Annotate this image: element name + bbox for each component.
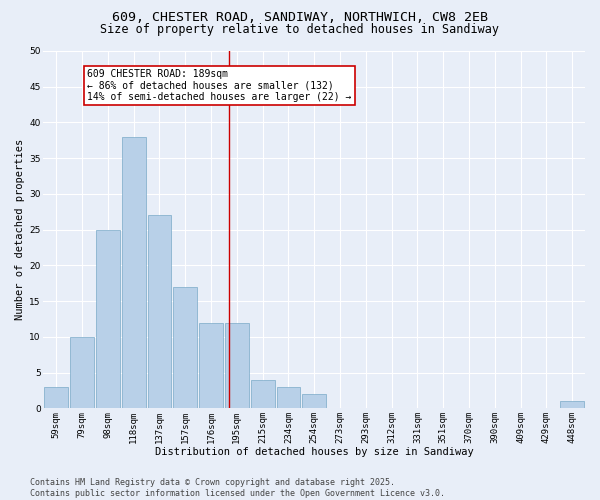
Bar: [148, 216, 172, 408]
Bar: [70, 337, 94, 408]
Bar: [44, 387, 68, 408]
Text: Contains HM Land Registry data © Crown copyright and database right 2025.
Contai: Contains HM Land Registry data © Crown c…: [30, 478, 445, 498]
Bar: [251, 380, 275, 408]
Bar: [302, 394, 326, 408]
Text: Size of property relative to detached houses in Sandiway: Size of property relative to detached ho…: [101, 22, 499, 36]
Text: 609 CHESTER ROAD: 189sqm
← 86% of detached houses are smaller (132)
14% of semi-: 609 CHESTER ROAD: 189sqm ← 86% of detach…: [87, 69, 352, 102]
Bar: [96, 230, 120, 408]
Y-axis label: Number of detached properties: Number of detached properties: [15, 139, 25, 320]
Bar: [277, 387, 300, 408]
Text: 609, CHESTER ROAD, SANDIWAY, NORTHWICH, CW8 2EB: 609, CHESTER ROAD, SANDIWAY, NORTHWICH, …: [112, 11, 488, 24]
Bar: [173, 287, 197, 408]
Bar: [122, 137, 146, 408]
X-axis label: Distribution of detached houses by size in Sandiway: Distribution of detached houses by size …: [155, 448, 473, 458]
Bar: [199, 322, 223, 408]
Bar: [560, 401, 584, 408]
Bar: [225, 322, 249, 408]
